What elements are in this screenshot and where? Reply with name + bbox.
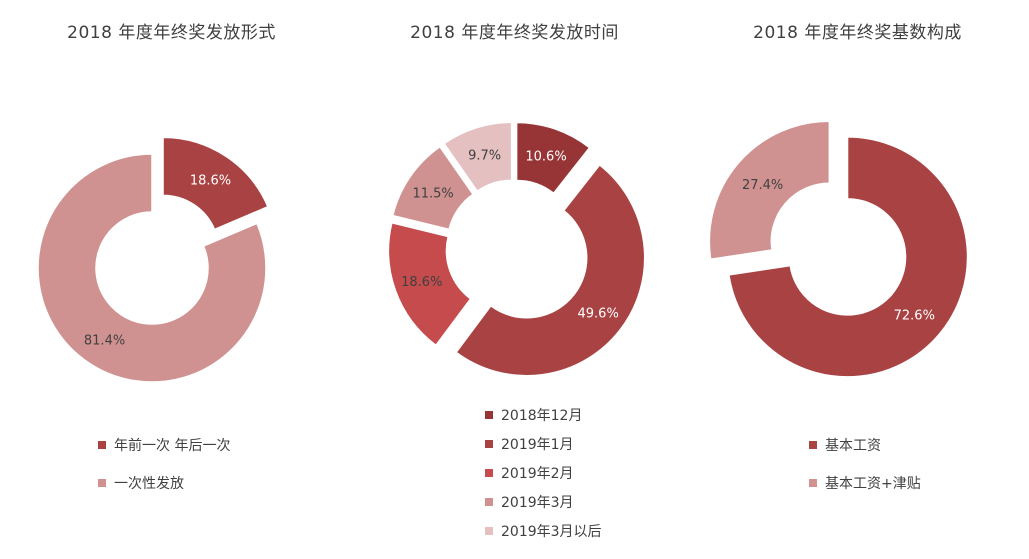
- legend-item-5: 2019年3月以后: [485, 521, 602, 541]
- legend-swatch: [485, 411, 493, 419]
- donut-slice-5: [443, 121, 513, 193]
- legend-swatch: [485, 527, 493, 535]
- legend-swatch: [809, 479, 817, 487]
- data-label-1: 10.6%: [525, 149, 566, 164]
- donut-chart-form: 18.6% 81.4%: [37, 136, 269, 383]
- legend-item-3: 2019年2月: [485, 463, 574, 483]
- legend-label: 基本工资: [825, 438, 881, 454]
- donut-slice-2: [708, 120, 831, 261]
- legend-item-2: 2019年1月: [485, 434, 574, 454]
- chart-panel-time: 2018 年度年终奖发放时间 10.6% 49.6% 18.6% 11.5% 9.7% …: [343, 0, 686, 559]
- donut-slice-4: [391, 145, 475, 231]
- chart-panel-form: 2018 年度年终奖发放形式 18.6% 81.4% 年前一次 年后一次 一次性发放: [0, 0, 343, 559]
- donut-slice-1: [162, 136, 269, 231]
- chart-title: 2018 年度年终奖发放形式: [67, 23, 276, 43]
- data-label-1: 72.6%: [894, 308, 935, 323]
- legend-swatch: [98, 441, 106, 449]
- legend-label: 2018年12月: [501, 408, 583, 424]
- legend-item-1: 年前一次 年后一次: [98, 435, 230, 455]
- donut-slice-2: [455, 163, 646, 377]
- data-label-3: 18.6%: [401, 275, 442, 290]
- legend-item-2: 一次性发放: [98, 473, 184, 493]
- data-label-2: 27.4%: [742, 178, 783, 193]
- legend-swatch: [809, 441, 817, 449]
- legend-swatch: [98, 479, 106, 487]
- data-label-2: 81.4%: [84, 334, 125, 349]
- legend-item-4: 2019年3月: [485, 492, 574, 512]
- data-label-1: 18.6%: [190, 174, 231, 189]
- data-label-5: 9.7%: [468, 149, 501, 164]
- legend-item-1: 基本工资: [809, 435, 881, 455]
- legend-label: 基本工资+津贴: [825, 476, 921, 492]
- legend-label: 2019年3月: [501, 495, 574, 511]
- legend-label: 年前一次 年后一次: [114, 438, 231, 454]
- data-label-4: 11.5%: [412, 187, 453, 202]
- legend-item-2: 基本工资+津贴: [809, 473, 921, 493]
- legend-swatch: [485, 469, 493, 477]
- donut-slice-2: [37, 153, 267, 383]
- donut-chart-base: 72.6% 27.4%: [708, 120, 969, 378]
- donut-chart-time: 10.6% 49.6% 18.6% 11.5% 9.7%: [387, 121, 646, 377]
- chart-title: 2018 年度年终奖基数构成: [753, 23, 962, 43]
- legend-label: 2019年3月以后: [501, 524, 602, 540]
- donut-slice-3: [387, 221, 472, 347]
- legend-label: 2019年1月: [501, 437, 574, 453]
- legend-label: 2019年2月: [501, 466, 574, 482]
- chart-title: 2018 年度年终奖发放时间: [410, 23, 619, 43]
- donut-slice-1: [515, 121, 591, 195]
- legend-item-1: 2018年12月: [485, 405, 582, 425]
- donut-slice-1: [728, 136, 969, 378]
- legend-swatch: [485, 498, 493, 506]
- chart-panel-base: 2018 年度年终奖基数构成 72.6% 27.4% 基本工资基本工资+津贴: [686, 0, 1029, 559]
- legend-label: 一次性发放: [114, 476, 184, 492]
- legend-swatch: [485, 440, 493, 448]
- data-label-2: 49.6%: [578, 306, 619, 321]
